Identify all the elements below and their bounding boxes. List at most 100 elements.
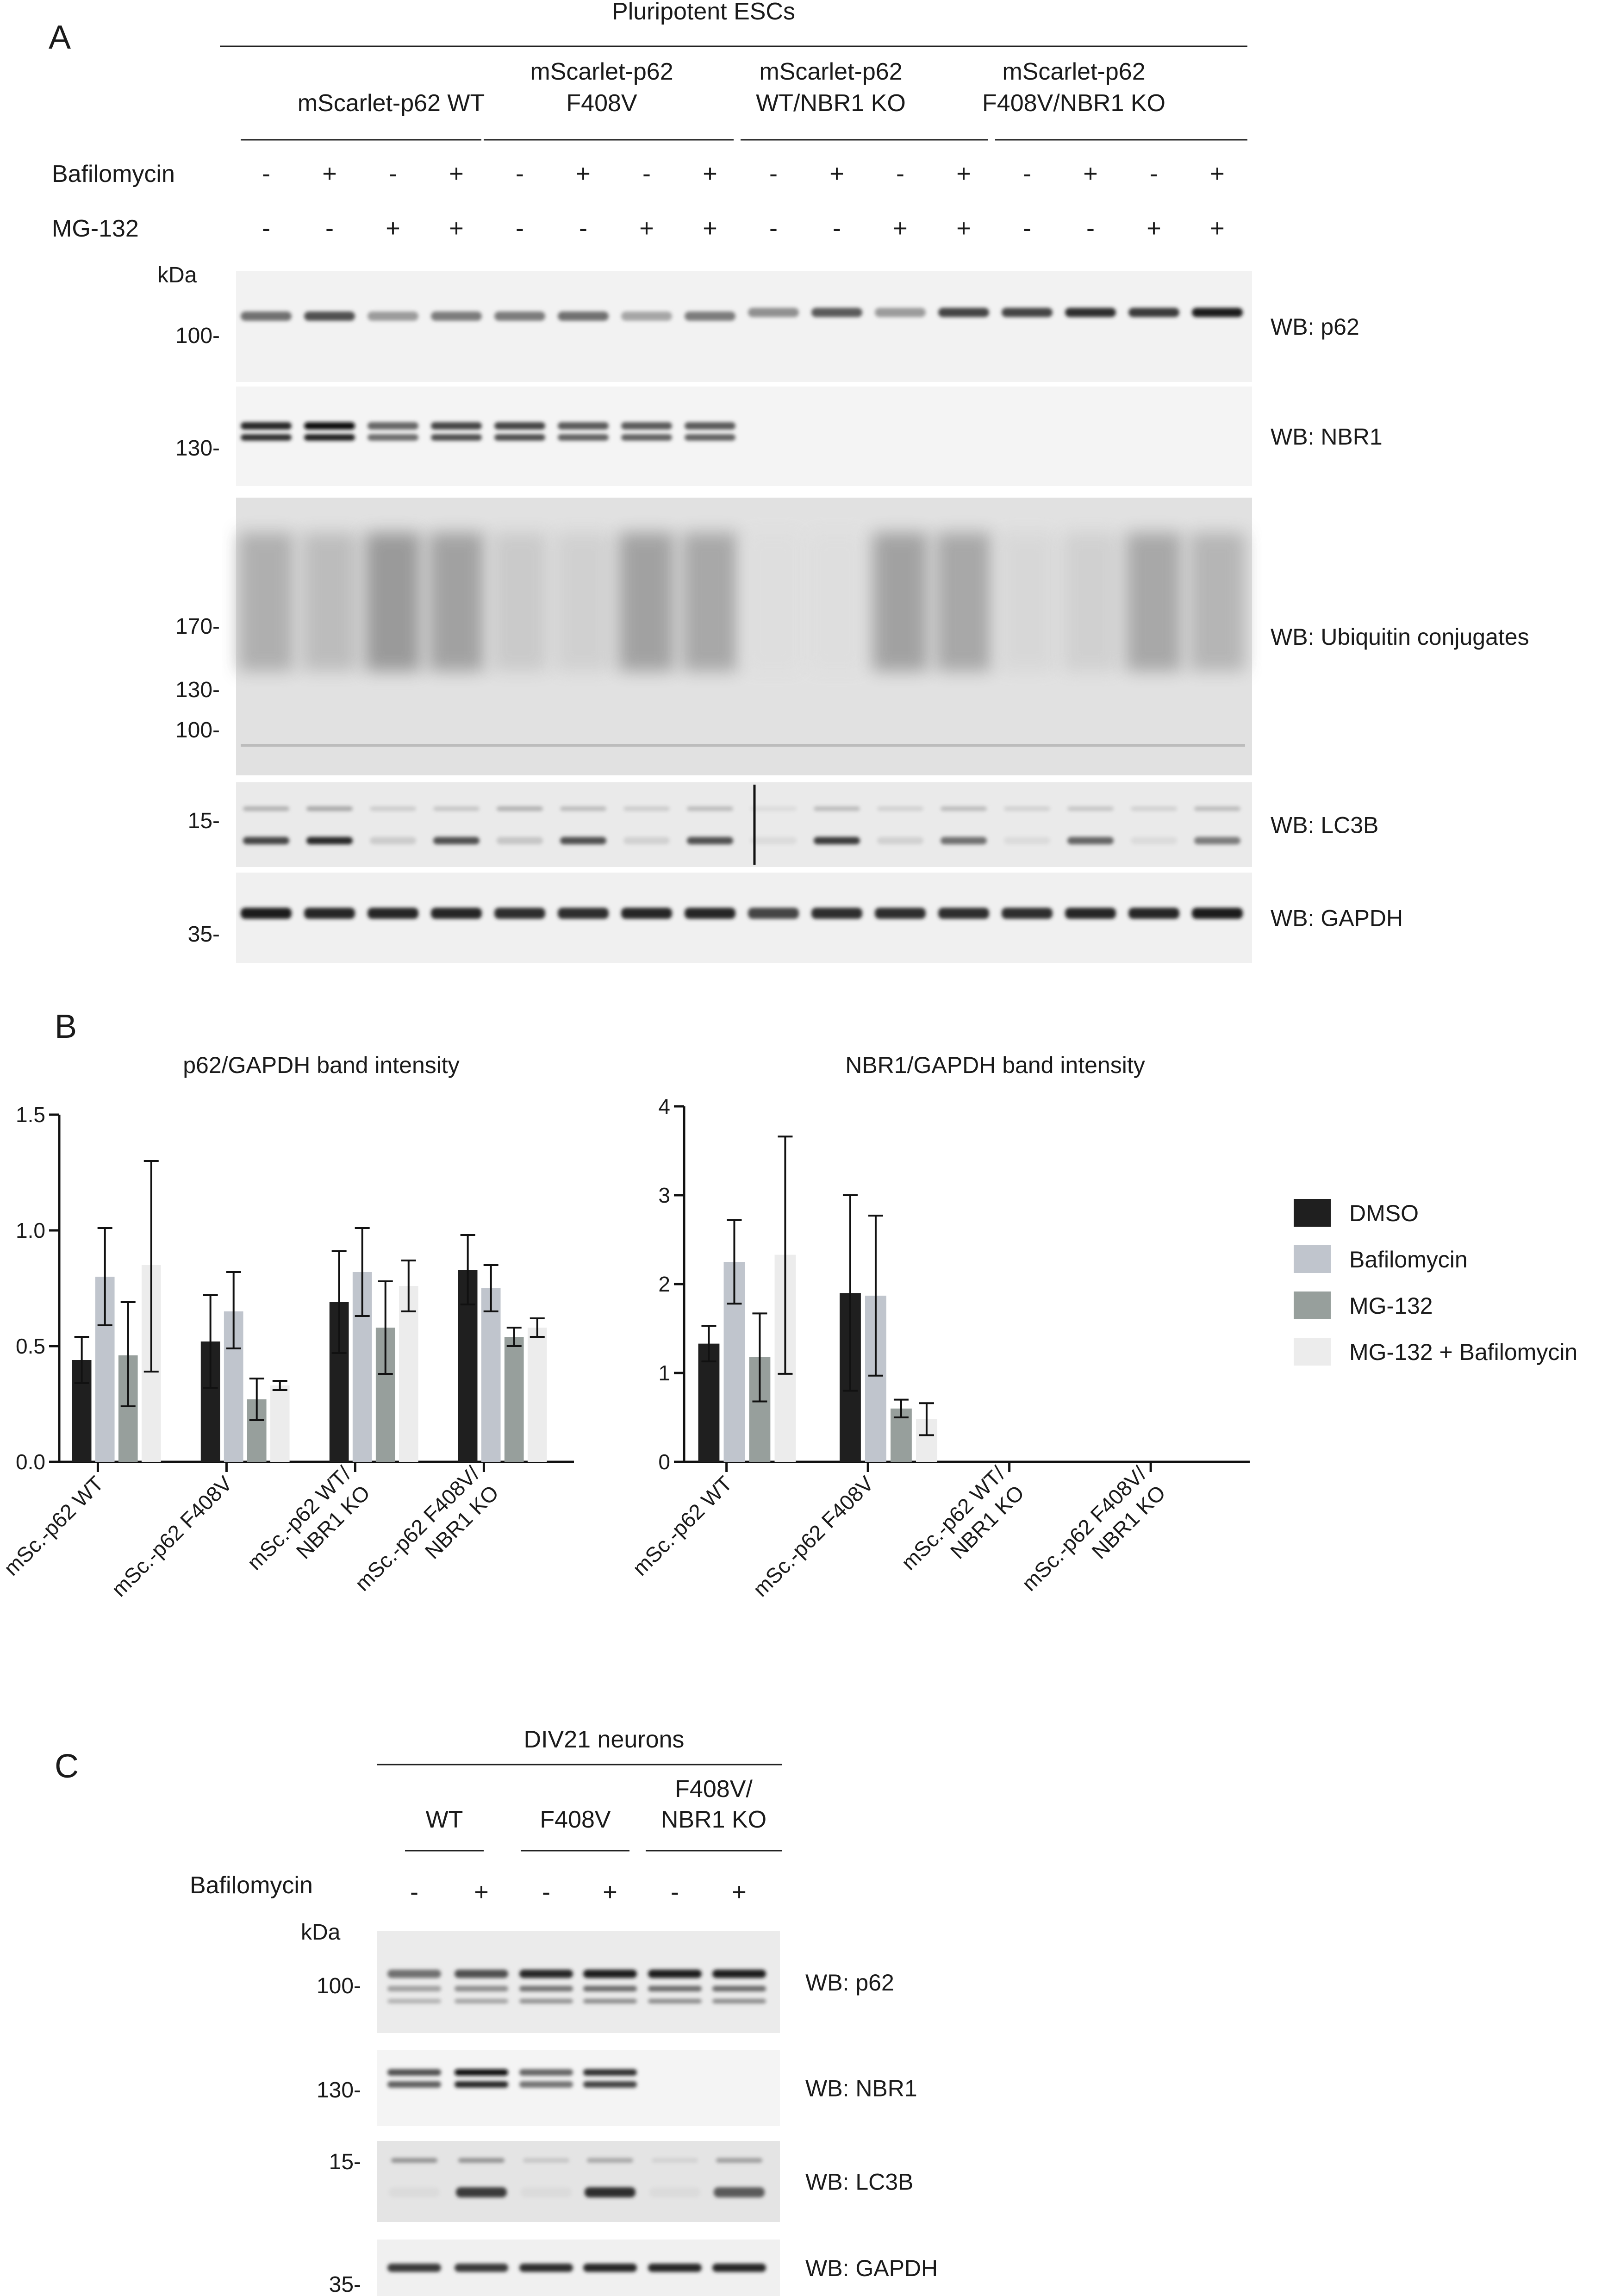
treatment-label: MG-132 xyxy=(52,215,139,242)
band xyxy=(519,2069,573,2076)
treatment-label: Bafilomycin xyxy=(52,161,175,187)
mw-marker: 130- xyxy=(175,436,220,461)
group-label-line2: F408V xyxy=(566,90,637,117)
band xyxy=(304,434,355,441)
bar xyxy=(481,1288,501,1462)
band xyxy=(433,806,480,811)
band xyxy=(583,2081,637,2088)
c-treatment-sign: + xyxy=(732,1878,747,1906)
y-tick-label: 0.5 xyxy=(16,1334,45,1358)
group-label-line1: mScarlet-p62 xyxy=(1002,58,1145,85)
mw-marker: 15- xyxy=(188,809,220,833)
band xyxy=(1002,308,1053,317)
y-tick-label: 1 xyxy=(658,1361,670,1385)
c-treatment-sign: + xyxy=(603,1878,617,1906)
treatment-sign: - xyxy=(516,160,524,187)
smear xyxy=(238,532,294,671)
treatment-sign: - xyxy=(769,160,778,187)
band xyxy=(387,1970,441,1978)
c-group-label-line1: F408V/ xyxy=(675,1776,753,1803)
treatment-sign: - xyxy=(389,160,397,187)
band xyxy=(243,806,289,811)
band xyxy=(433,837,480,844)
treatment-sign: - xyxy=(769,214,778,242)
band xyxy=(1067,837,1114,844)
band xyxy=(712,1999,766,2003)
band xyxy=(387,1999,441,2003)
band xyxy=(368,422,418,430)
band xyxy=(558,312,609,321)
band xyxy=(712,2264,766,2272)
band xyxy=(368,312,418,321)
blot-membrane xyxy=(377,2050,780,2126)
wb-label: WB: LC3B xyxy=(805,2169,913,2195)
band xyxy=(523,2158,569,2163)
treatment-sign: + xyxy=(449,214,464,242)
c-treatment-sign: + xyxy=(474,1878,489,1906)
treatment-sign: + xyxy=(639,214,654,242)
band xyxy=(648,1970,702,1978)
y-tick-label: 3 xyxy=(658,1183,670,1207)
band xyxy=(1131,837,1177,844)
legend-label: Bafilomycin xyxy=(1349,1247,1468,1273)
band xyxy=(1194,837,1240,844)
chart-legend: DMSO Bafilomycin MG-132 MG-132 + Bafilomyci… xyxy=(1294,1199,1577,1366)
band xyxy=(241,312,292,321)
band xyxy=(623,837,670,844)
y-tick-label: 1.5 xyxy=(16,1103,45,1127)
mw-marker: 100- xyxy=(175,718,220,742)
wb-label: WB: GAPDH xyxy=(805,2255,938,2281)
band xyxy=(583,2264,637,2272)
mw-marker: 170- xyxy=(175,614,220,639)
band xyxy=(1067,806,1114,811)
legend-swatch xyxy=(1294,1199,1331,1227)
band xyxy=(1192,908,1243,919)
treatment-sign: + xyxy=(322,160,337,187)
wb-label: WB: LC3B xyxy=(1271,812,1378,838)
x-tick-label-group: mSc.-p62 WT xyxy=(0,1471,108,1580)
bar xyxy=(504,1337,524,1462)
band xyxy=(455,2081,508,2088)
mw-marker: 35- xyxy=(188,922,220,947)
band xyxy=(583,1986,637,1991)
band xyxy=(497,837,543,844)
band xyxy=(811,908,862,919)
band xyxy=(750,806,797,811)
wb-label: WB: NBR1 xyxy=(805,2076,917,2102)
band xyxy=(494,908,545,919)
group-labels: mScarlet-p62 WT mScarlet-p62 F408V mScarlet… xyxy=(241,58,1247,141)
band xyxy=(455,1986,508,1991)
band xyxy=(389,2187,440,2197)
legend-label: MG-132 + Bafilomycin xyxy=(1349,1339,1577,1365)
band xyxy=(685,422,735,430)
blot-membrane xyxy=(236,271,1252,382)
band xyxy=(431,434,482,441)
x-tick-label-group: mSc.-p62 WT xyxy=(628,1471,737,1580)
treatment-sign: - xyxy=(516,214,524,242)
band xyxy=(458,2158,505,2163)
band xyxy=(712,1986,766,1991)
band xyxy=(519,2264,573,2272)
band xyxy=(431,312,482,321)
band xyxy=(814,806,860,811)
band xyxy=(1131,806,1177,811)
band xyxy=(387,2264,441,2272)
treatment-sign: - xyxy=(262,160,270,187)
band xyxy=(875,908,926,919)
band xyxy=(748,308,799,317)
x-tick-label-group: mSc.-p62 F408V/NBR1 KO xyxy=(1017,1461,1170,1596)
smear xyxy=(1063,532,1118,671)
band xyxy=(455,2069,508,2076)
wb-label: WB: Ubiquitin conjugates xyxy=(1271,624,1529,650)
band xyxy=(304,908,355,919)
mw-marker: 100- xyxy=(175,324,220,348)
band xyxy=(748,908,799,919)
band xyxy=(368,908,418,919)
kda-label: kDa xyxy=(157,263,197,287)
panel-c-letter: C xyxy=(55,1748,79,1785)
x-tick-label: mSc.-p62 F408V xyxy=(107,1471,237,1601)
band xyxy=(938,308,989,317)
treatment-sign: + xyxy=(956,160,971,187)
band xyxy=(814,837,860,844)
